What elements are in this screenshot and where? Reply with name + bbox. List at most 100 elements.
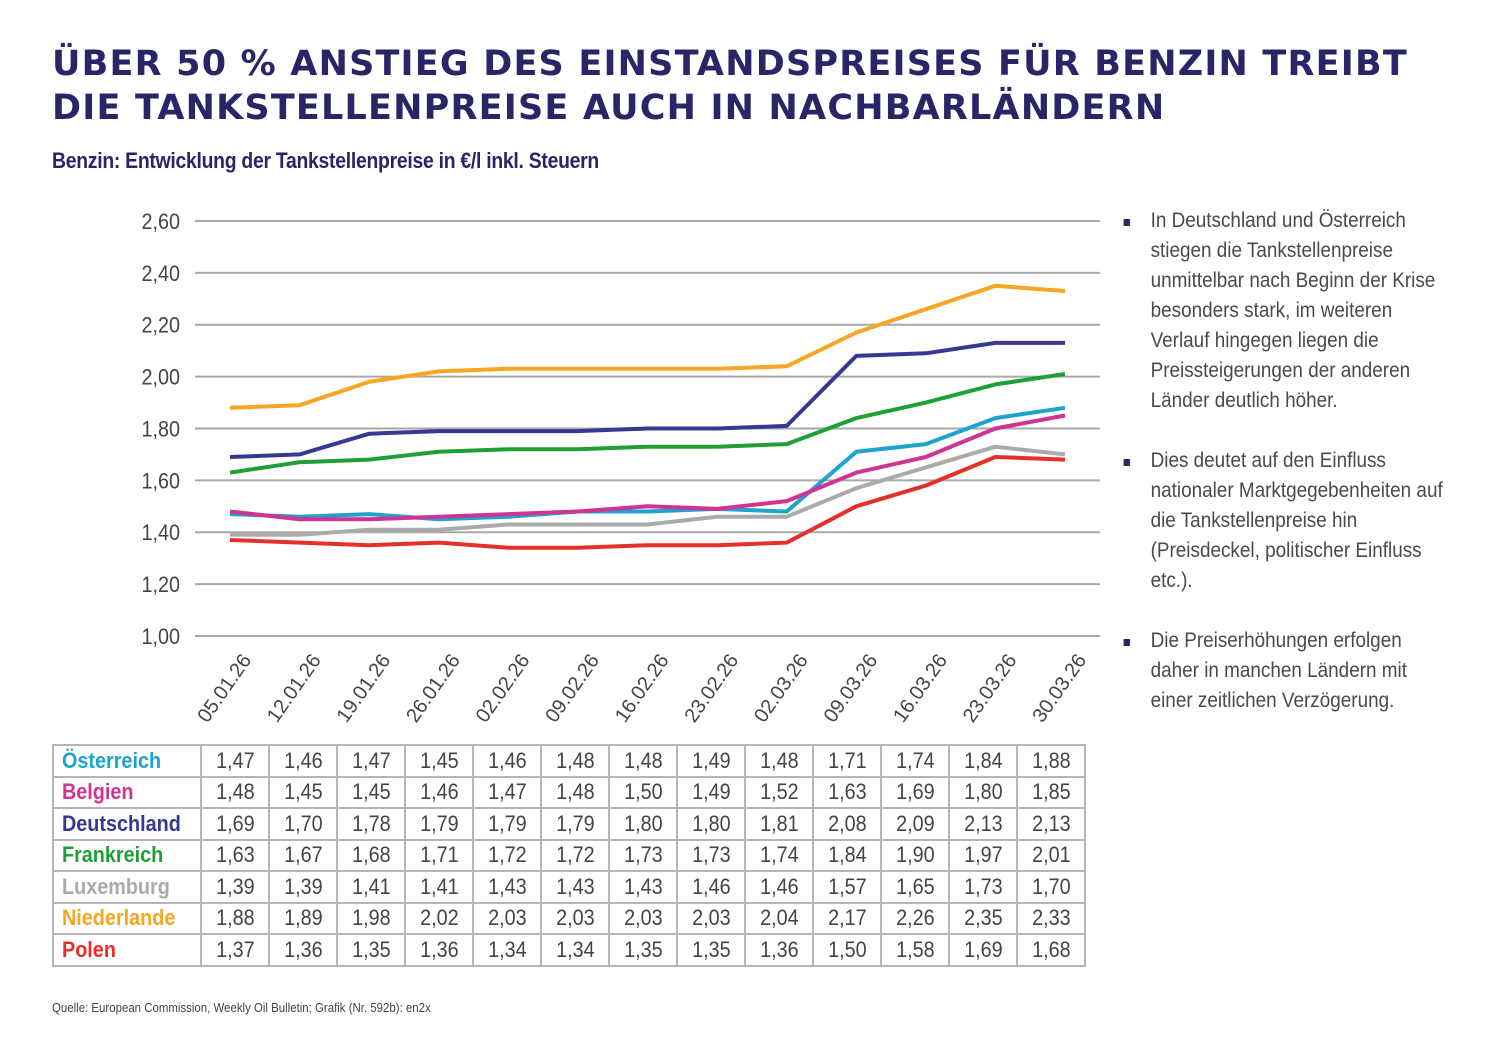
y-tick-label: 1,40: [141, 521, 180, 545]
country-label: Polen: [62, 936, 116, 962]
table-cell: 1,73: [608, 838, 678, 872]
cell-value: 1,48: [555, 747, 595, 773]
cell-value: 1,35: [691, 936, 731, 962]
cell-value: 1,46: [759, 873, 799, 899]
x-tick-label: 09.03.26: [820, 650, 883, 726]
cell-value: 2,17: [827, 905, 867, 931]
table-cell: 1,37: [200, 933, 270, 967]
series-line-sterreich: [229, 405, 1066, 522]
table-cell: 1,49: [676, 775, 746, 809]
cell-value: 1,79: [487, 810, 527, 836]
y-tick-label: 1,00: [141, 625, 180, 649]
table-cell: 1,79: [404, 807, 474, 841]
cell-value: 2,03: [487, 905, 527, 931]
cell-value: 1,45: [419, 747, 459, 773]
table-cell: 1,47: [472, 775, 542, 809]
cell-value: 2,08: [827, 810, 867, 836]
table-cell: 2,03: [472, 901, 542, 935]
table-cell: 1,46: [744, 870, 814, 904]
y-tick-label: 1,60: [141, 469, 180, 493]
table-cell: 1,35: [336, 933, 406, 967]
table-cell: 1,97: [948, 838, 1018, 872]
table-cell: 1,41: [404, 870, 474, 904]
cell-value: 1,73: [623, 842, 663, 868]
table-cell: 1,80: [948, 775, 1018, 809]
country-name: Deutschland: [52, 807, 202, 841]
table-cell: 1,46: [676, 870, 746, 904]
cell-value: 1,63: [827, 779, 867, 805]
table-cell: 1,47: [336, 744, 406, 778]
x-tick-label: 05.01.26: [193, 650, 256, 726]
table-cell: 1,39: [200, 870, 270, 904]
chart-subtitle: Benzin: Entwicklung der Tankstellenpreis…: [52, 148, 600, 173]
x-axis-ticks: 05.01.26 12.01.26 19.01.26 26.01.26 02.02.26…: [193, 650, 1091, 726]
table-cell: 2,03: [608, 901, 678, 935]
series-line-niederlande: [229, 283, 1066, 410]
cell-value: 1,41: [419, 873, 459, 899]
cell-value: 1,97: [963, 842, 1003, 868]
cell-value: 2,03: [691, 905, 731, 931]
table-cell: 2,09: [880, 807, 950, 841]
x-tick-label: 16.02.26: [611, 650, 674, 726]
table-cell: 2,04: [744, 901, 814, 935]
y-tick-label: 2,00: [141, 366, 180, 390]
cell-value: 1,88: [1031, 747, 1071, 773]
cell-value: 1,46: [487, 747, 527, 773]
x-tick-label: 30.03.26: [1028, 650, 1091, 726]
table-cell: 1,68: [336, 838, 406, 872]
table-row: Luxemburg 1,39 1,39 1,41 1,41 1,43 1,43 1,43 1,4…: [52, 870, 1086, 904]
country-label: Niederlande: [62, 905, 176, 931]
y-tick-label: 1,80: [141, 418, 180, 442]
country-label: Deutschland: [62, 810, 181, 836]
cell-value: 1,47: [215, 747, 255, 773]
cell-value: 1,80: [691, 810, 731, 836]
table-row: Belgien 1,48 1,45 1,45 1,46 1,47 1,48 1,50 1,49 1…: [52, 775, 1086, 809]
cell-value: 1,48: [215, 779, 255, 805]
table-cell: 1,43: [608, 870, 678, 904]
bullet-text: Die Preiserhöhungen erfolgen daher in ma…: [1150, 629, 1407, 712]
cell-value: 1,49: [691, 747, 731, 773]
country-label: Österreich: [62, 747, 162, 773]
cell-value: 1,73: [691, 842, 731, 868]
cell-value: 1,68: [1031, 936, 1071, 962]
bullet-square-icon: [1123, 639, 1130, 646]
table-cell: 1,58: [880, 933, 950, 967]
cell-value: 1,41: [351, 873, 391, 899]
table-cell: 1,34: [472, 933, 542, 967]
table-cell: 1,81: [744, 807, 814, 841]
bullet-list: In Deutschland und Österreich stiegen di…: [1120, 206, 1490, 746]
x-tick-label: 26.01.26: [402, 650, 465, 726]
cell-value: 2,13: [963, 810, 1003, 836]
cell-value: 1,69: [895, 779, 935, 805]
cell-value: 1,67: [283, 842, 323, 868]
cell-value: 1,80: [623, 810, 663, 836]
table-cell: 1,35: [676, 933, 746, 967]
bullet-square-icon: [1123, 459, 1130, 466]
cell-value: 1,98: [351, 905, 391, 931]
cell-value: 1,43: [487, 873, 527, 899]
cell-value: 1,36: [283, 936, 323, 962]
table-cell: 2,08: [812, 807, 882, 841]
table-cell: 1,88: [1016, 744, 1086, 778]
cell-value: 1,73: [963, 873, 1003, 899]
cell-value: 1,90: [895, 842, 935, 868]
table-cell: 1,89: [268, 901, 338, 935]
country-name: Belgien: [52, 775, 202, 809]
table-cell: 1,36: [404, 933, 474, 967]
table-cell: 1,36: [744, 933, 814, 967]
x-tick-label: 02.03.26: [750, 650, 813, 726]
table-cell: 1,43: [472, 870, 542, 904]
cell-value: 1,85: [1031, 779, 1071, 805]
country-name: Niederlande: [52, 901, 202, 935]
table-cell: 1,63: [812, 775, 882, 809]
cell-value: 1,48: [759, 747, 799, 773]
cell-value: 1,45: [283, 779, 323, 805]
table-cell: 1,43: [540, 870, 610, 904]
cell-value: 1,48: [623, 747, 663, 773]
cell-value: 1,89: [283, 905, 323, 931]
table-cell: 1,79: [540, 807, 610, 841]
cell-value: 2,03: [555, 905, 595, 931]
y-tick-label: 1,20: [141, 573, 180, 597]
table-cell: 1,50: [812, 933, 882, 967]
cell-value: 1,72: [487, 842, 527, 868]
